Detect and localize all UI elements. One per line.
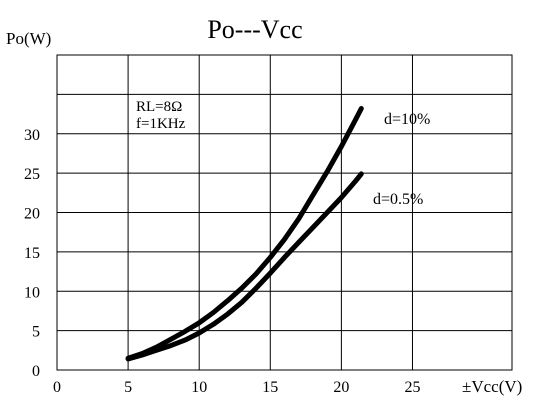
series-label-d05: d=0.5% [373, 191, 423, 208]
x-tick-label: 20 [333, 379, 349, 396]
annotation-frequency: f=1KHz [136, 116, 186, 132]
series-label-d10: d=10% [384, 111, 430, 128]
y-tick-label: 5 [32, 324, 40, 341]
y-tick-label: 25 [24, 166, 40, 183]
chart-title: Po---Vcc [207, 15, 302, 44]
x-axis-label: ±Vcc(V) [462, 377, 522, 396]
series-line-0 [125, 106, 364, 361]
y-axis-label: Po(W) [6, 29, 51, 48]
y-tick-label: 20 [24, 206, 40, 223]
y-tick-label: 10 [24, 284, 40, 301]
y-tick-label: 30 [24, 127, 40, 144]
x-tick-label: 10 [191, 379, 207, 396]
series-line-1 [125, 171, 364, 362]
x-tick-label: 0 [53, 379, 61, 396]
x-tick-label: 5 [124, 379, 132, 396]
series-lines [125, 106, 364, 362]
x-tick-label: 15 [262, 379, 278, 396]
grid [56, 54, 513, 371]
tick-labels: 0 5 10 15 20 25 0 5 10 15 20 25 30 [24, 127, 420, 396]
annotation-load: RL=8Ω [136, 99, 182, 115]
y-tick-label: 0 [32, 363, 40, 380]
y-tick-label: 15 [24, 245, 40, 262]
x-tick-label: 25 [404, 379, 420, 396]
